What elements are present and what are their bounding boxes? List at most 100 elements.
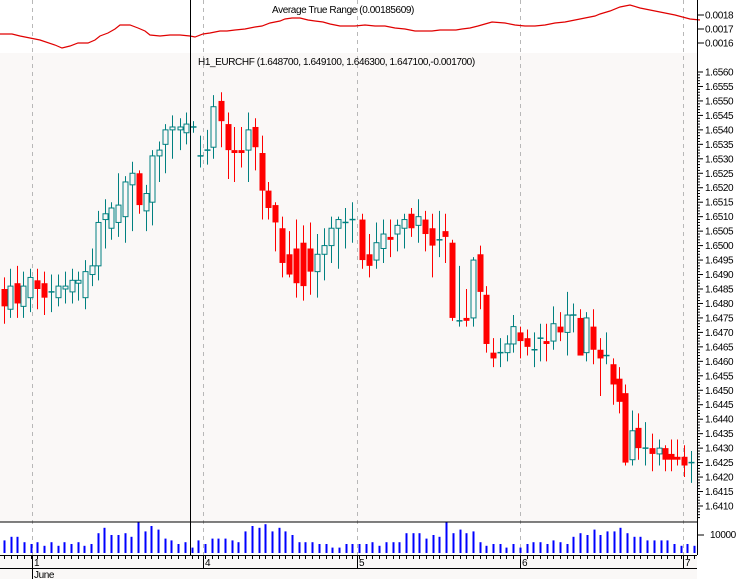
candle-body-bull [245,129,252,151]
atr-tick-label: 0.0018 [705,11,734,22]
volume-bars: 10000 [3,522,737,553]
candle-body-bear [279,228,286,263]
candle-body-bear [14,283,21,304]
price-tick-label: 1.6505 [705,227,734,238]
price-tick-label: 1.6540 [705,125,734,136]
candle-body-bear [429,228,436,246]
price-tick-label: 1.6530 [705,154,734,165]
candle-body-bull [583,317,590,354]
candle-body-bull [328,227,335,247]
candle-body-bear [307,248,314,272]
price-tick-label: 1.6475 [705,313,734,324]
candle-body-bear [231,150,238,154]
candle-body-bear [218,100,225,122]
price-tick-label: 1.6410 [705,501,734,512]
atr-line [0,4,701,49]
candle-body-bear [590,326,597,350]
price-tick-label: 1.6415 [705,487,734,498]
atr-tick-label: 0.0016 [705,39,734,50]
price-tick-label: 1.6425 [705,458,734,469]
candle-body-bull [510,326,517,345]
price-axis: 1.6560 1.6555 1.6550 1.6545 1.6540 1.6535 1.65… [697,68,734,519]
volume-tick-label: 10000 [710,530,737,541]
candle-body-bear [1,288,8,307]
candle-body-bear [597,349,604,359]
main-title: H1_EURCHF (1.648700, 1.649100, 1.646300,… [198,57,475,68]
candle-body-bull [82,271,89,299]
price-tick-label: 1.6535 [705,140,734,151]
day-label: 4 [205,558,211,569]
candle-body-bear [483,294,490,344]
price-tick-label: 1.6485 [705,284,734,295]
candle-body-bear [477,254,484,292]
candlestick-series [1,92,695,483]
main-panel-bg [0,53,697,522]
candle-body-bull [55,285,62,299]
atr-axis: 0.0018 0.0017 0.0016 [697,11,734,50]
candle-body-bull [394,224,401,235]
candle-body-bear [616,378,623,402]
candle-body-bear [422,219,429,235]
candle-body-bull [335,219,342,229]
candle-body-bear [41,283,48,298]
price-tick-label: 1.6545 [705,111,734,122]
candle-body-bull [95,221,102,267]
candle-body-bull [401,219,408,229]
candle-body-bull [415,216,422,226]
candle-body-bull [162,129,169,145]
day-label: 1 [34,558,40,569]
price-tick-label: 1.6560 [705,68,734,79]
candle-body-bull [7,285,14,310]
month-label: June [34,570,55,579]
candle-body-bull [156,149,163,157]
candle-body-bear [293,248,300,284]
price-tick-label: 1.6500 [705,241,734,252]
price-tick-label: 1.6550 [705,96,734,107]
candle-body-bear [366,254,373,266]
atr-indicator [0,4,701,49]
atr-title: Average True Range (0.00185609) [272,5,414,16]
candle-body-bull [504,343,511,354]
candle-body-bear [300,242,307,287]
candle-body-bull [62,285,69,290]
candle-body-bull [115,204,122,223]
price-tick-label: 1.6510 [705,212,734,223]
candle-body-bear [34,280,41,289]
candle-body-bull [373,242,380,261]
price-tick-label: 1.6460 [705,357,734,368]
candle-body-bear [463,317,470,321]
price-tick-label: 1.6525 [705,169,734,180]
price-tick-label: 1.6495 [705,256,734,267]
price-tick-label: 1.6435 [705,429,734,440]
candle-body-bear [387,236,394,240]
candle-body-bear [286,254,293,275]
candle-body-bull [69,279,76,293]
candle-body-bear [272,205,279,223]
candle-body-bull [210,106,217,148]
candle-body-bear [259,153,266,191]
atr-tick-label: 0.0017 [705,25,734,36]
candle-body-bear [543,341,550,344]
candle-body-bear [408,213,415,229]
candle-body-bull [169,126,176,131]
candle-body-bull [75,279,82,284]
price-tick-label: 1.6450 [705,386,734,397]
price-tick-label: 1.6465 [705,342,734,353]
candle-body-bull [550,323,557,342]
price-tick-label: 1.6430 [705,444,734,455]
candle-body-bear [225,124,232,151]
candle-body-bull [177,126,184,131]
candle-body-bull [564,314,571,333]
candle-body-bear [442,231,449,237]
price-axis-bg [697,0,741,579]
candle-body-bear [681,456,688,466]
candle-body-bull [89,265,96,276]
candle-body-bull [108,207,115,229]
candle-body-bear [610,364,617,385]
candle-body-bull [122,181,129,218]
candle-body-bear [265,190,272,208]
candle-body-bear [490,352,497,359]
candle-body-bull [20,285,27,307]
candle-body-bull [143,193,150,212]
